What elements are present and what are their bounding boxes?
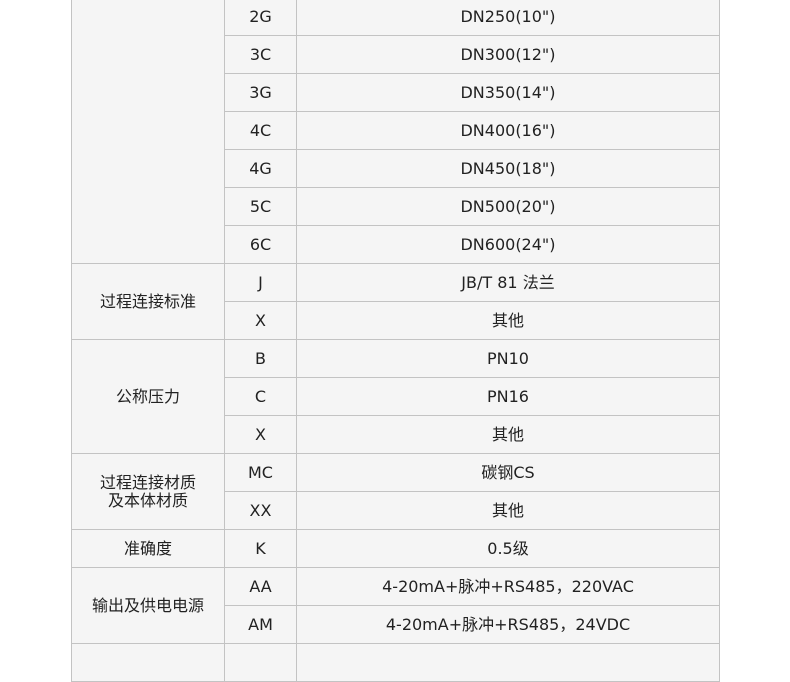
desc-cell: DN500(20") bbox=[296, 187, 720, 226]
desc-cell: 其他 bbox=[296, 301, 720, 340]
desc-cell: PN16 bbox=[296, 377, 720, 416]
code-cell: X bbox=[224, 415, 297, 454]
desc-cell: DN400(16") bbox=[296, 111, 720, 150]
code-cell: 5C bbox=[224, 187, 297, 226]
table-row: 5C DN500(20") bbox=[72, 187, 720, 226]
code-cell: X bbox=[224, 301, 297, 340]
group-label-cell bbox=[71, 0, 225, 264]
code-cell: MC bbox=[224, 453, 297, 492]
group-label-accuracy: 准确度 bbox=[71, 529, 225, 568]
code-cell: AM bbox=[224, 605, 297, 644]
desc-cell: DN300(12") bbox=[296, 35, 720, 74]
code-cell: 4C bbox=[224, 111, 297, 150]
group-label-nominal-pressure: 公称压力 bbox=[71, 339, 225, 454]
spec-table: 2G DN250(10") 3C DN300(12") 3G DN350(14") … bbox=[71, 0, 720, 682]
desc-cell: 其他 bbox=[296, 491, 720, 530]
group-label-output-power: 输出及供电电源 bbox=[71, 567, 225, 644]
table-row: 公称压力 B PN10 bbox=[71, 339, 720, 454]
code-cell: 2G bbox=[224, 0, 297, 36]
table-row bbox=[71, 643, 720, 682]
code-cell: K bbox=[224, 529, 297, 568]
code-cell: J bbox=[224, 263, 297, 302]
group-label-material: 过程连接材质 及本体材质 bbox=[71, 453, 225, 530]
desc-cell: DN350(14") bbox=[296, 73, 720, 112]
table-row: 输出及供电电源 AA 4-20mA+脉冲+RS485，220VAC bbox=[71, 567, 720, 644]
desc-cell: PN10 bbox=[296, 339, 720, 378]
desc-cell: DN250(10") bbox=[296, 0, 720, 36]
desc-cell: JB/T 81 法兰 bbox=[296, 263, 720, 302]
table-row: 2G DN250(10") bbox=[71, 0, 720, 264]
desc-cell: 4-20mA+脉冲+RS485，220VAC bbox=[296, 567, 720, 606]
table-row: 3G DN350(14") bbox=[72, 73, 720, 112]
group-label-connection-standard: 过程连接标准 bbox=[71, 263, 225, 340]
code-cell: XX bbox=[224, 491, 297, 530]
code-cell: C bbox=[224, 377, 297, 416]
table-row: 6C DN600(24") bbox=[72, 225, 720, 264]
code-cell: B bbox=[224, 339, 297, 378]
label-line-1: 过程连接材质 bbox=[99, 472, 196, 492]
desc-cell: DN600(24") bbox=[296, 225, 720, 264]
label-line-2: 及本体材质 bbox=[107, 490, 188, 510]
empty-cell bbox=[71, 643, 225, 682]
table-row: X 其他 bbox=[72, 301, 720, 340]
table-row: 3C DN300(12") bbox=[72, 35, 720, 74]
code-cell: 4G bbox=[224, 149, 297, 188]
table-row: 准确度 K 0.5级 bbox=[71, 529, 720, 568]
empty-cell bbox=[224, 643, 297, 682]
desc-cell: 碳钢CS bbox=[296, 453, 720, 492]
code-cell: 3G bbox=[224, 73, 297, 112]
table-row: 过程连接材质 及本体材质 MC 碳钢CS bbox=[71, 453, 720, 530]
table-row: AM 4-20mA+脉冲+RS485，24VDC bbox=[72, 605, 720, 644]
empty-cell bbox=[296, 643, 720, 682]
code-cell: AA bbox=[224, 567, 297, 606]
desc-cell: 其他 bbox=[296, 415, 720, 454]
table-row: X 其他 bbox=[72, 415, 720, 454]
code-cell: 3C bbox=[224, 35, 297, 74]
table-row: 过程连接标准 J JB/T 81 法兰 bbox=[71, 263, 720, 340]
desc-cell: DN450(18") bbox=[296, 149, 720, 188]
desc-cell: 0.5级 bbox=[296, 529, 720, 568]
code-cell: 6C bbox=[224, 225, 297, 264]
table-row: 4G DN450(18") bbox=[72, 149, 720, 188]
desc-cell: 4-20mA+脉冲+RS485，24VDC bbox=[296, 605, 720, 644]
table-row: 4C DN400(16") bbox=[72, 111, 720, 150]
